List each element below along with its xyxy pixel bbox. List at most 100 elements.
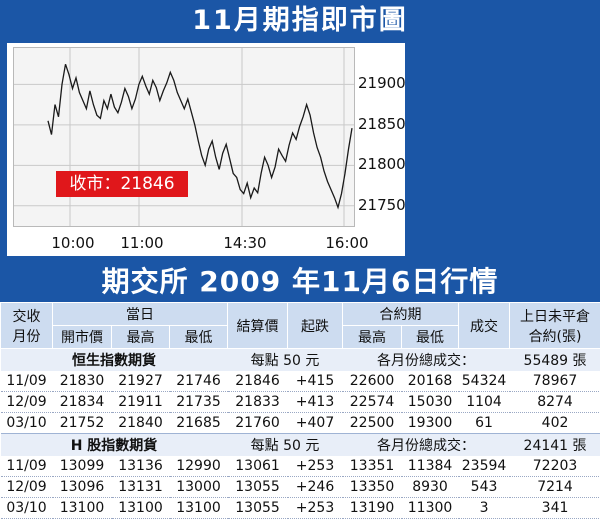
table-cell: +407 (287, 412, 343, 434)
table-cell: +253 (287, 497, 343, 519)
section-name: H 股指數期貨 (0, 433, 228, 456)
table-cell: +246 (287, 476, 343, 498)
table-row: 11/09 21830 21927 21746 21846 +415 22600 20168 5… (0, 371, 600, 392)
section-total: 55489 張 (509, 348, 600, 371)
table-cell: 341 (509, 497, 600, 519)
futures-quote-table: 交收 月份 當日 結算價 起跌 合約期 成交 上日未平倉 合約(張) 開市價 最高 … (0, 302, 600, 519)
header-settle: 結算價 (227, 302, 289, 349)
y-tick-label: 21850 (358, 114, 406, 133)
header-contract-period: 合約期 (342, 302, 460, 326)
chart-panel: 11月期指即市圖 21900 21850 21800 21750 10:00 11:00… (0, 0, 600, 262)
table-row: 12/09 13096 13131 13000 13055 +246 13350 8930 54… (0, 476, 600, 498)
y-tick-label: 21750 (358, 195, 406, 214)
table-cell: 543 (458, 476, 510, 498)
table-cell: 61 (458, 412, 510, 434)
table-cell: 20168 (401, 371, 459, 392)
table-row: 11/09 13099 13136 12990 13061 +253 13351 11384 2… (0, 456, 600, 477)
table-cell: 13100 (111, 497, 170, 519)
table-cell: 12/09 (0, 391, 53, 413)
header-contract-month: 交收 月份 (0, 302, 53, 349)
table-cell: 21911 (111, 391, 170, 413)
section-per-point: 每點 50 元 (227, 433, 343, 456)
table-row: 03/10 21752 21840 21685 21760 +407 22500 19300 6… (0, 412, 600, 434)
table-cell: 13351 (342, 456, 402, 477)
section-per-point: 每點 50 元 (227, 348, 343, 371)
table-cell: 12990 (169, 456, 228, 477)
x-tick-label: 16:00 (325, 234, 369, 252)
table-cell: 13100 (169, 497, 228, 519)
header-cp-low: 最低 (401, 325, 460, 349)
table-cell: 19300 (401, 412, 459, 434)
table-cell: 13136 (111, 456, 170, 477)
table-cell: 54324 (458, 371, 510, 392)
table-cell: 21752 (52, 412, 112, 434)
x-tick-label: 11:00 (120, 234, 164, 252)
table-cell: 72203 (509, 456, 600, 477)
table-cell: 13099 (52, 456, 112, 477)
y-tick-label: 21900 (358, 74, 406, 93)
table-cell: 13055 (227, 476, 288, 498)
table-cell: 15030 (401, 391, 459, 413)
section-total-label: 各月份總成交： (342, 348, 510, 371)
header-low: 最低 (168, 325, 229, 349)
table-title: 期交所 2009 年11月6日行情 (0, 262, 600, 302)
section-hsi: 恒生指數期貨 每點 50 元 各月份總成交： 55489 張 11/09 2183… (0, 348, 600, 434)
table-cell: 21927 (111, 371, 170, 392)
table-cell: 78967 (509, 371, 600, 392)
table-cell: 13055 (227, 497, 288, 519)
table-cell: +415 (287, 371, 343, 392)
table-cell: 22574 (342, 391, 402, 413)
table-cell: 21846 (227, 371, 288, 392)
table-cell: +413 (287, 391, 343, 413)
table-cell: 11384 (401, 456, 459, 477)
price-series-line (47, 63, 353, 210)
table-row: 03/10 13100 13100 13100 13055 +253 13190 11300 3… (0, 497, 600, 519)
table-cell: 13190 (342, 497, 402, 519)
header-open-interest: 上日未平倉 合約(張) (509, 302, 600, 349)
table-cell: 11/09 (0, 456, 53, 477)
table-cell: 22500 (342, 412, 402, 434)
table-cell: 12/09 (0, 476, 53, 498)
table-cell: 03/10 (0, 412, 53, 434)
table-cell: 13131 (111, 476, 170, 498)
section-total: 24141 張 (509, 433, 600, 456)
section-total-label: 各月份總成交： (342, 433, 510, 456)
table-cell: 7214 (509, 476, 600, 498)
header-open: 開市價 (52, 325, 112, 349)
table-cell: 21834 (52, 391, 112, 413)
quote-table-panel: 期交所 2009 年11月6日行情 交收 月份 當日 結算價 起跌 合約期 成交 … (0, 262, 600, 526)
table-cell: 22600 (342, 371, 402, 392)
table-row: 12/09 21834 21911 21735 21833 +413 22574 15030 1… (0, 391, 600, 413)
section-hshares: H 股指數期貨 每點 50 元 各月份總成交： 24141 張 11/09 130… (0, 433, 600, 519)
price-chart (14, 48, 354, 226)
x-tick-label: 14:30 (223, 234, 267, 252)
table-cell: 8274 (509, 391, 600, 413)
table-cell: 21840 (111, 412, 170, 434)
header-today: 當日 (51, 302, 229, 326)
header-change: 起跌 (287, 302, 344, 349)
chart-title: 11月期指即市圖 (192, 5, 408, 36)
table-cell: 21746 (169, 371, 228, 392)
y-tick-label: 21800 (358, 155, 406, 174)
table-cell: 13350 (342, 476, 402, 498)
table-cell: 21735 (169, 391, 228, 413)
table-cell: 11/09 (0, 371, 53, 392)
table-cell: 21760 (227, 412, 288, 434)
table-cell: 3 (458, 497, 510, 519)
header-high: 最高 (111, 325, 170, 349)
table-cell: 03/10 (0, 497, 53, 519)
header-cp-high: 最高 (342, 325, 403, 349)
table-cell: 13061 (227, 456, 288, 477)
table-cell: 1104 (458, 391, 510, 413)
close-price-label: 收市：21846 (56, 171, 188, 197)
table-cell: 21833 (227, 391, 288, 413)
table-cell: 13000 (169, 476, 228, 498)
table-cell: 11300 (401, 497, 459, 519)
plot-area (13, 47, 355, 227)
table-cell: 13096 (52, 476, 112, 498)
table-cell: 23594 (458, 456, 510, 477)
table-cell: +253 (287, 456, 343, 477)
table-cell: 402 (509, 412, 600, 434)
table-cell: 21830 (52, 371, 112, 392)
section-name: 恒生指數期貨 (0, 348, 228, 371)
